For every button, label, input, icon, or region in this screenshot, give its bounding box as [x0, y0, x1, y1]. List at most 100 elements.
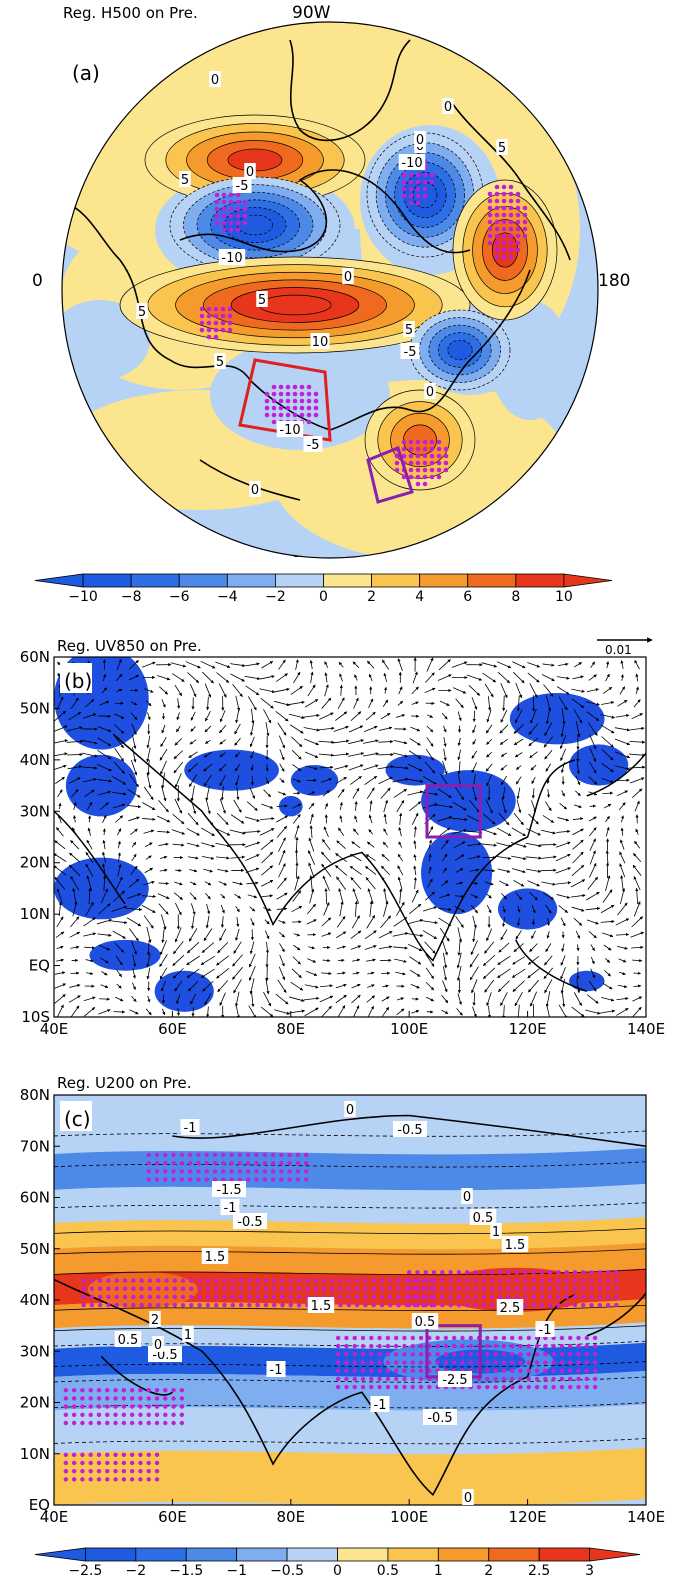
sig-dot	[222, 1286, 227, 1291]
wind-vector	[383, 799, 389, 813]
sig-dot	[410, 1352, 415, 1357]
wind-vector	[544, 955, 553, 966]
wind-vector	[126, 893, 142, 899]
sig-dot	[559, 1352, 565, 1357]
wind-vector	[303, 727, 320, 732]
sig-dot	[422, 446, 428, 452]
wind-vector	[396, 799, 405, 813]
wind-vector	[235, 775, 240, 786]
wind-vector	[336, 876, 347, 891]
wind-vector	[335, 865, 348, 876]
wind-vector	[260, 1006, 274, 1017]
wind-vector	[161, 724, 166, 734]
sig-dot	[254, 1160, 259, 1166]
wind-vector	[632, 958, 643, 963]
sig-dot	[235, 220, 241, 226]
contour-label: -1	[184, 1121, 197, 1136]
wind-vector	[528, 979, 540, 993]
wind-vector	[174, 738, 183, 746]
colorbar-swatch	[135, 1547, 187, 1562]
sig-dot	[221, 1152, 226, 1158]
colorbar-swatch	[130, 573, 180, 588]
sig-dot	[138, 1404, 143, 1409]
sig-dot	[335, 1352, 341, 1357]
sig-dot	[614, 1278, 619, 1283]
wind-vector	[381, 876, 390, 890]
wind-vector	[511, 827, 526, 837]
colorbar-tick-label: −2.5	[68, 1563, 102, 1579]
wind-vector	[54, 865, 67, 876]
wind-vector	[309, 813, 314, 825]
sig-dot	[214, 199, 220, 205]
sig-dot	[229, 1160, 234, 1166]
sig-dot	[440, 1278, 445, 1283]
sig-dot	[408, 186, 414, 192]
sig-dot	[473, 1278, 478, 1283]
wind-vector	[528, 737, 539, 747]
wind-vector	[292, 778, 301, 783]
wind-vector	[428, 866, 432, 875]
contour-label: 5	[405, 323, 413, 338]
sig-dot	[423, 1270, 428, 1275]
sig-dot	[402, 1335, 407, 1341]
sig-dot	[279, 1160, 284, 1166]
sig-dot	[88, 1477, 93, 1482]
wind-vector	[173, 892, 183, 900]
wind-vector	[601, 701, 615, 705]
sig-dot	[213, 320, 219, 326]
wind-vector	[515, 892, 523, 901]
sig-dot	[584, 1352, 589, 1357]
sig-dot	[547, 1294, 553, 1300]
wind-vector	[68, 777, 81, 784]
sig-dot	[473, 1294, 478, 1300]
sig-dot	[556, 1270, 561, 1275]
wind-vector	[555, 881, 572, 885]
wind-vector	[484, 941, 495, 954]
wind-vector	[146, 967, 151, 980]
wind-vector	[98, 944, 111, 951]
sig-dot	[415, 172, 421, 178]
wind-vector	[616, 997, 629, 1001]
sig-dot	[501, 219, 507, 225]
wind-vector	[204, 739, 211, 744]
sig-dot	[121, 1420, 127, 1426]
sig-dot	[508, 191, 514, 197]
sig-dot	[402, 1360, 407, 1365]
wind-vector	[335, 711, 348, 721]
sig-dot	[360, 1360, 366, 1365]
wind-vector	[484, 683, 494, 698]
sig-dot	[526, 1352, 531, 1357]
sig-dot	[114, 1286, 119, 1291]
sig-dot	[146, 1169, 151, 1174]
wind-vector	[483, 869, 496, 873]
wind-vector	[188, 774, 198, 787]
contour-label: -5	[307, 438, 320, 453]
wind-vector	[218, 683, 227, 698]
wind-vector	[303, 996, 320, 1001]
wind-vector	[113, 803, 126, 809]
wind-vector	[339, 901, 344, 917]
sig-dot	[393, 1352, 399, 1357]
sig-dot	[344, 1335, 349, 1341]
wind-vector	[616, 790, 629, 797]
sig-dot	[80, 1452, 85, 1457]
wind-vector	[529, 891, 538, 901]
contour-label: 5	[498, 141, 506, 156]
sig-dot	[559, 1335, 565, 1341]
sig-dot	[81, 1294, 86, 1300]
sig-dot	[429, 467, 435, 473]
sig-dot	[229, 1169, 234, 1174]
sig-dot	[523, 1270, 528, 1275]
wind-vector	[85, 863, 94, 877]
wind-vector	[486, 738, 493, 745]
wind-vector	[204, 881, 212, 886]
sig-dot	[559, 1343, 565, 1349]
contour-label: 0	[426, 385, 434, 400]
sig-dot	[206, 320, 212, 326]
sig-dot	[489, 1294, 495, 1300]
colorbar-tick-label: 2	[484, 1563, 493, 1579]
wind-vector	[100, 957, 109, 964]
wind-vector	[560, 748, 566, 762]
sig-dot	[468, 1343, 473, 1349]
wind-vector	[605, 826, 610, 837]
